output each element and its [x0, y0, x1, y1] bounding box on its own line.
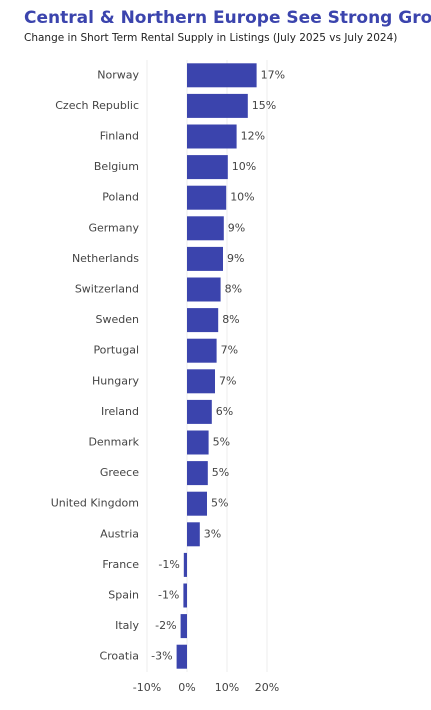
- bar: [187, 124, 237, 149]
- y-tick-label: Croatia: [99, 650, 139, 663]
- bar: [187, 399, 212, 424]
- value-label: 6%: [216, 405, 233, 418]
- bar: [187, 491, 207, 516]
- value-label: -1%: [158, 558, 179, 571]
- y-tick-label: Hungary: [92, 374, 139, 387]
- bar: [187, 185, 227, 210]
- value-label: -1%: [158, 589, 179, 602]
- bar: [187, 430, 209, 455]
- bar: [187, 216, 224, 241]
- y-tick-label: Belgium: [94, 160, 139, 173]
- bar: [176, 644, 187, 669]
- y-tick-label: Greece: [100, 466, 139, 479]
- bar: [187, 63, 257, 88]
- value-label: 15%: [252, 99, 276, 112]
- y-tick-label: Spain: [108, 589, 139, 602]
- y-tick-label: France: [102, 558, 139, 571]
- y-tick-label: Poland: [102, 191, 139, 204]
- bar: [183, 552, 187, 577]
- bar: [187, 461, 208, 486]
- bar: [180, 614, 187, 639]
- y-tick-label: Norway: [97, 68, 139, 81]
- y-tick-label: Austria: [100, 527, 139, 540]
- bar: [187, 246, 223, 271]
- x-tick-label: 0%: [178, 681, 195, 694]
- y-tick-label: Ireland: [101, 405, 139, 418]
- x-tick-label: -10%: [133, 681, 161, 694]
- value-label: 7%: [219, 374, 236, 387]
- bar: [187, 308, 219, 333]
- value-label: -3%: [151, 650, 172, 663]
- value-label: 10%: [230, 191, 254, 204]
- y-tick-label: Portugal: [93, 344, 139, 357]
- value-label: 5%: [211, 497, 228, 510]
- y-tick-label: Italy: [115, 619, 139, 632]
- y-tick-label: United Kingdom: [51, 497, 139, 510]
- y-tick-label: Switzerland: [75, 283, 139, 296]
- value-label: 7%: [221, 344, 238, 357]
- bar: [187, 338, 217, 363]
- value-label: 9%: [228, 221, 245, 234]
- y-tick-label: Sweden: [96, 313, 139, 326]
- value-label: 10%: [232, 160, 256, 173]
- chart-subtitle: Change in Short Term Rental Supply in Li…: [24, 32, 397, 44]
- bar: [187, 93, 248, 118]
- x-tick-label: 20%: [255, 681, 279, 694]
- bar: [187, 522, 200, 547]
- y-tick-label: Denmark: [88, 436, 139, 449]
- bar: [183, 583, 187, 608]
- bar: [187, 155, 228, 180]
- value-label: 5%: [213, 436, 230, 449]
- y-tick-label: Finland: [100, 130, 139, 143]
- bar: [187, 277, 221, 302]
- value-label: 5%: [212, 466, 229, 479]
- value-label: 17%: [261, 68, 285, 81]
- y-tick-label: Czech Republic: [55, 99, 139, 112]
- value-label: 12%: [241, 130, 265, 143]
- value-label: 8%: [222, 313, 239, 326]
- chart-title: Central & Northern Europe See Strong Gro…: [24, 8, 431, 28]
- value-label: -2%: [155, 619, 176, 632]
- value-label: 8%: [225, 283, 242, 296]
- x-tick-label: 10%: [215, 681, 239, 694]
- value-label: 3%: [204, 527, 221, 540]
- bar: [187, 369, 215, 394]
- value-label: 9%: [227, 252, 244, 265]
- y-tick-label: Netherlands: [72, 252, 139, 265]
- y-tick-label: Germany: [88, 221, 139, 234]
